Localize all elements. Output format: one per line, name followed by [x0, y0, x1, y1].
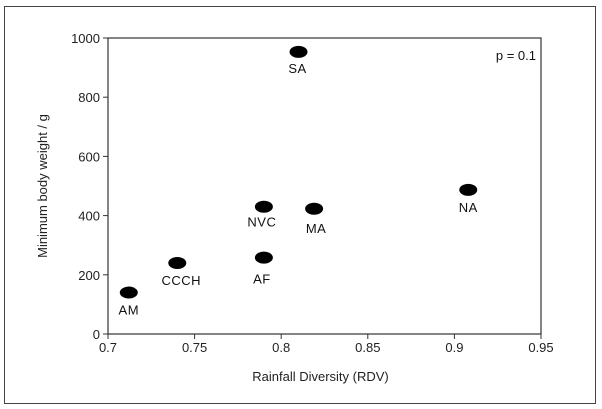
y-tick-label: 200	[78, 268, 100, 283]
data-points: AM CCCH AF NVC MA SA NA	[119, 45, 478, 318]
y-tick-label: 800	[78, 90, 100, 105]
p-value-annotation: p = 0.1	[496, 48, 536, 63]
y-tick-label: 0	[93, 327, 100, 342]
plot-area-border	[107, 37, 542, 335]
data-point-ma	[305, 202, 324, 215]
ticks: 0.7 0.75 0.8 0.85 0.9 0.95 0 200 400 600 800 1000	[71, 31, 554, 355]
x-tick-label: 0.7	[99, 340, 117, 355]
point-label-nvc: NVC	[247, 215, 276, 230]
data-point-na	[459, 183, 478, 196]
data-point-sa	[289, 45, 308, 58]
figure-frame	[4, 6, 596, 404]
point-label-ma: MA	[306, 221, 327, 236]
point-label-na: NA	[459, 200, 478, 215]
point-label-am: AM	[119, 303, 140, 318]
data-point-af	[254, 251, 273, 264]
x-tick-label: 0.95	[528, 340, 553, 355]
y-tick-label: 600	[78, 149, 100, 164]
x-tick-label: 0.85	[355, 340, 380, 355]
data-point-ccch	[168, 256, 187, 269]
x-tick-label: 0.8	[272, 340, 290, 355]
y-tick-label: 400	[78, 209, 100, 224]
x-tick-label: 0.9	[445, 340, 463, 355]
y-axis-title: Minimum body weight / g	[35, 114, 50, 258]
y-tick-label: 1000	[71, 31, 100, 46]
x-axis-title: Rainfall Diversity (RDV)	[252, 369, 389, 384]
point-label-ccch: CCCH	[161, 273, 201, 288]
data-point-nvc	[254, 200, 273, 213]
point-label-sa: SA	[288, 61, 306, 76]
data-point-am	[119, 286, 138, 299]
axes	[107, 37, 542, 335]
point-label-af: AF	[253, 272, 271, 287]
x-tick-label: 0.75	[182, 340, 207, 355]
